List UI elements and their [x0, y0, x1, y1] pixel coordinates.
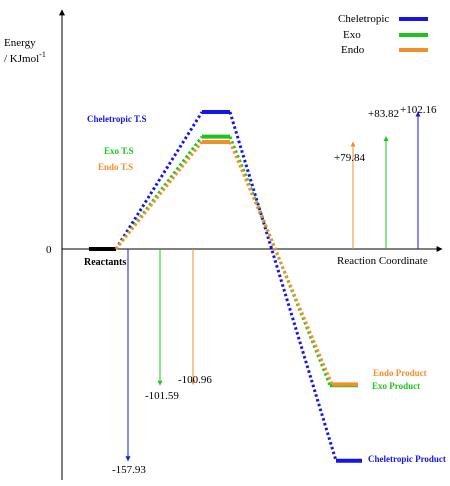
endo-reaction-value-label: -100.96 [178, 374, 212, 386]
cheletropic-product-label: Cheletropic Product [368, 454, 446, 464]
endo-product-label: Endo Product [373, 368, 427, 378]
exo-reaction-value-label: -101.59 [145, 390, 179, 402]
y-axis-label-line2: / KJmol-1 [4, 50, 46, 65]
legend-label-cheletropic: Cheletropic [338, 13, 389, 25]
legend: Cheletropic Exo Endo [338, 13, 428, 56]
y-axis-label-line1: Energy [4, 37, 36, 49]
endo-ts-to-product-connector [228, 141, 334, 385]
exo-activation-value-label: +83.82 [368, 108, 399, 120]
x-axis-label: Reaction Coordinate [337, 255, 428, 267]
cheletropic-reactant-to-ts-connector [114, 111, 204, 250]
endo-activation-value-label: +79.84 [334, 152, 365, 164]
series-layer: Cheletropic T.S Cheletropic Product +102.1… [87, 104, 446, 476]
cheletropic-activation-value-label: +102.16 [400, 104, 437, 116]
exo-ts-label: Exo T.S [104, 146, 134, 156]
endo-reactant-to-ts-connector [114, 141, 204, 250]
endo-ts-label: Endo T.S [98, 162, 133, 172]
cheletropic-ts-label: Cheletropic T.S [87, 114, 147, 124]
legend-label-endo: Endo [341, 44, 365, 56]
legend-label-exo: Exo [343, 29, 361, 41]
y-axis-label-unit: / KJmol [4, 53, 39, 65]
exo-product-label: Exo Product [372, 381, 420, 391]
reactants-label: Reactants [84, 257, 126, 268]
y-axis-label-superscript: -1 [39, 50, 46, 59]
cheletropic-ts-to-product-connector [228, 111, 338, 462]
zero-label: 0 [46, 244, 52, 256]
cheletropic-reaction-value-label: -157.93 [112, 464, 146, 476]
exo-reactant-to-ts-connector [114, 135, 204, 250]
